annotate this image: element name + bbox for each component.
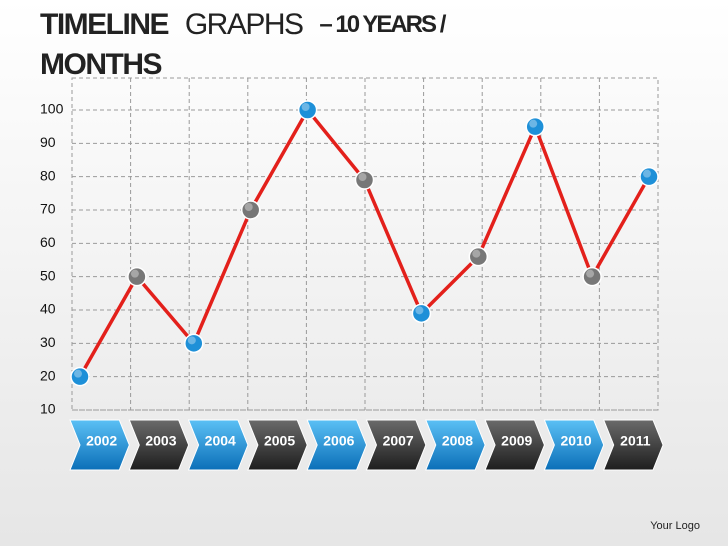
point-highlight xyxy=(244,203,253,211)
point xyxy=(184,333,204,354)
y-tick-label: 50 xyxy=(40,267,56,283)
y-tick-label: 10 xyxy=(40,401,56,417)
chart: 10 20 30 40 50 60 70 80 90 100 2002 2003 2004 2005 200… xyxy=(40,77,664,471)
point-highlight xyxy=(586,269,595,278)
point-highlight xyxy=(415,306,424,315)
timeline-arrow xyxy=(306,419,368,471)
y-tick-label: 80 xyxy=(40,167,56,183)
point xyxy=(354,170,375,190)
y-tick-label: 40 xyxy=(40,301,56,317)
y-tick-label: 90 xyxy=(40,134,56,150)
timeline-label: 2003 xyxy=(145,433,176,449)
timeline-label: 2009 xyxy=(501,433,532,449)
timeline-label: 2008 xyxy=(442,433,473,449)
timeline-arrow xyxy=(365,419,427,471)
timeline-label: 2004 xyxy=(205,433,236,449)
timeline-label: 2002 xyxy=(86,433,117,449)
timeline-label: 2005 xyxy=(264,433,295,449)
point xyxy=(127,266,147,287)
point-highlight xyxy=(301,103,310,111)
timeline-label: 2006 xyxy=(323,433,354,449)
point xyxy=(70,366,90,387)
timeline-label: 2007 xyxy=(383,433,414,449)
point xyxy=(639,166,659,187)
timeline-arrow xyxy=(247,419,308,471)
y-tick-label: 70 xyxy=(40,201,56,217)
point-highlight xyxy=(187,336,196,345)
title-part: TIMELINE xyxy=(40,8,168,41)
timeline-arrow xyxy=(425,419,486,471)
title: TIMELINE GRAPHS – 10 YEARS / xyxy=(40,8,447,41)
y-tick-label: 30 xyxy=(40,334,56,350)
timeline-arrow xyxy=(128,419,190,471)
point-highlight xyxy=(529,119,538,128)
point-highlight xyxy=(130,269,139,278)
point-highlight xyxy=(472,249,481,258)
plot-frame xyxy=(71,77,659,411)
timeline-arrow xyxy=(602,419,664,471)
point-highlight xyxy=(358,173,367,181)
point xyxy=(411,303,432,324)
timeline-arrow xyxy=(187,419,249,471)
timeline-arrow xyxy=(543,419,605,471)
point xyxy=(240,200,261,220)
y-tick-label: 20 xyxy=(40,367,56,383)
y-tick-label: 60 xyxy=(40,234,56,250)
y-tick-label: 100 xyxy=(40,101,64,117)
point-highlight xyxy=(74,369,82,378)
point xyxy=(582,266,602,287)
title-part: GRAPHS xyxy=(185,8,303,41)
timeline-label: 2010 xyxy=(560,433,591,449)
title-part: MONTHS xyxy=(40,48,161,81)
title-part: – 10 YEARS / xyxy=(319,11,446,38)
timeline-arrow xyxy=(484,419,545,471)
timeline-arrow xyxy=(69,419,130,471)
logo-text: Your Logo xyxy=(650,520,700,532)
point xyxy=(297,100,318,120)
point xyxy=(525,116,545,137)
timeline-label: 2011 xyxy=(620,433,651,449)
point-highlight xyxy=(643,169,651,178)
point xyxy=(468,246,489,267)
